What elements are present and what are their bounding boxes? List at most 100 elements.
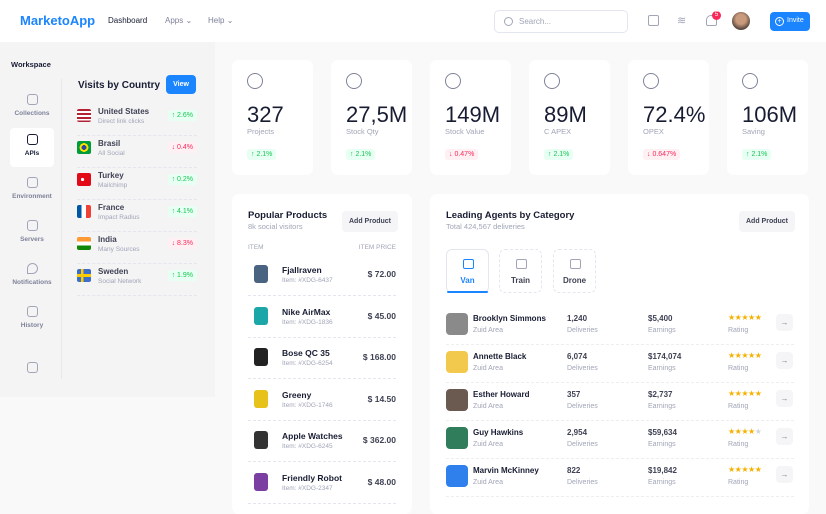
product-price: $ 72.00 (367, 269, 396, 279)
country-row[interactable]: Brasil All Social ↓ 0.4% (77, 136, 197, 168)
change-badge: ↑ 2.1% (742, 149, 772, 160)
star-icon: ★ (754, 351, 762, 360)
rating-label: Rating (728, 403, 749, 410)
star-icon: ★ (754, 313, 762, 322)
product-image (254, 306, 268, 325)
agent-earnings: $5,400 (648, 314, 673, 323)
nav-dashboard[interactable]: Dashboard (108, 16, 148, 25)
agent-avatar (446, 465, 468, 487)
arrow-right-icon[interactable]: → (776, 428, 793, 445)
add-product-button[interactable]: Add Product (739, 211, 795, 232)
tab-van[interactable]: Van (446, 249, 489, 293)
nav-apps[interactable]: Apps ⌄ (165, 16, 192, 25)
stat-card: 89M C APEX ↑ 2.1% (529, 60, 610, 175)
product-row[interactable]: Nike AirMax Item: #XDG-1836 $ 45.00 (248, 297, 396, 338)
view-button[interactable]: View (166, 75, 196, 94)
country-source: All Social (98, 150, 125, 157)
chevron-down-icon: ⌄ (185, 16, 193, 25)
change-badge: ↑ 2.1% (544, 149, 574, 160)
country-name: Brasil (98, 139, 121, 148)
sidebar-item-label: Environment (12, 193, 52, 200)
servers-icon (26, 220, 38, 231)
agent-deliveries: 2,954 (567, 428, 588, 437)
product-image (254, 472, 268, 491)
app-logo[interactable]: MarketoApp (20, 13, 96, 28)
bell-icon[interactable] (706, 15, 717, 26)
agent-deliveries: 357 (567, 390, 581, 399)
star-icon: ★ (748, 465, 755, 474)
environment-icon (26, 177, 38, 188)
star-icon: ★ (748, 351, 755, 360)
star-icon: ★ (754, 389, 762, 398)
sidebar-item-collections[interactable]: Collections (10, 88, 54, 127)
col-price: ITEM PRICE (358, 244, 396, 251)
stat-card: 149M Stock Value ↓ 0.47% (430, 60, 511, 175)
product-row[interactable]: Fjallraven Item: #XDG-6437 $ 72.00 (248, 255, 396, 296)
stat-value: 106M (742, 102, 798, 127)
country-row[interactable]: United States Direct link clicks ↑ 2.6% (77, 104, 197, 136)
country-name: United States (98, 107, 150, 116)
agent-deliveries: 822 (567, 466, 581, 475)
sidebar-item-notifications[interactable]: Notifications (10, 257, 54, 296)
star-icon: ★ (754, 465, 762, 474)
arrow-right-icon[interactable]: → (776, 390, 793, 407)
product-image (254, 389, 268, 408)
flag-icon (77, 173, 91, 186)
user-avatar[interactable] (732, 12, 750, 30)
tab-drone[interactable]: Drone (553, 249, 596, 293)
nav-help-label: Help (208, 16, 225, 25)
layers-icon[interactable]: ≋ (677, 15, 687, 27)
country-row[interactable]: France Impact Radius ↑ 4.1% (77, 200, 197, 232)
sidebar-item-apis[interactable]: APIs (10, 128, 54, 167)
tab-train[interactable]: Train (499, 249, 542, 293)
chart-icon (26, 306, 38, 317)
product-row[interactable]: Apple Watches Item: #XDG-6245 $ 362.00 (248, 421, 396, 462)
search-icon (504, 17, 513, 26)
tab-label: Train (510, 276, 531, 285)
country-row[interactable]: Turkey Mailchimp ↑ 0.2% (77, 168, 197, 200)
calendar-icon[interactable] (648, 15, 659, 26)
product-price: $ 45.00 (367, 310, 396, 321)
agents-title: Leading Agents by Category (446, 210, 575, 221)
rating-stars: ★★★★★ (728, 465, 762, 474)
rating-stars: ★★★★★ (728, 313, 762, 322)
agent-row: Esther Howard Zuid Area 357 Deliveries $… (446, 383, 794, 421)
sidebar-item-environment[interactable]: Environment (10, 171, 54, 210)
product-row[interactable]: Greeny Item: #XDG-1746 $ 14.50 (248, 380, 396, 421)
product-image (254, 431, 268, 449)
sidebar-item-servers[interactable]: Servers (10, 214, 54, 253)
rating-label: Rating (728, 327, 749, 334)
product-row[interactable]: Bose QC 35 Item: #XDG-6254 $ 168.00 (248, 338, 396, 379)
star-icon: ★ (741, 427, 749, 436)
country-row[interactable]: Sweden Social Network ↑ 1.9% (77, 264, 197, 296)
change-badge: ↑ 1.9% (167, 270, 197, 281)
stat-label: Saving (742, 127, 765, 136)
arrow-right-icon[interactable]: → (776, 466, 793, 483)
sidebar-item-history[interactable]: History (10, 300, 54, 339)
nav-help[interactable]: Help ⌄ (208, 16, 233, 25)
product-name: Friendly Robot (282, 472, 342, 483)
stat-label: C APEX (544, 127, 572, 136)
product-price: $ 14.50 (367, 393, 396, 404)
collections-icon (26, 94, 38, 105)
product-item-id: Item: #XDG-6254 (282, 360, 333, 367)
agent-row: Guy Hawkins Zuid Area 2,954 Deliveries $… (446, 421, 794, 459)
add-product-button[interactable]: Add Product (342, 211, 398, 232)
arrow-right-icon[interactable]: → (776, 314, 793, 331)
change-badge: ↓ 8.3% (167, 238, 197, 249)
arrow-right-icon[interactable]: → (776, 352, 793, 369)
product-row[interactable]: Friendly Robot Item: #XDG-2347 $ 48.00 (248, 463, 396, 504)
product-item-id: Item: #XDG-6245 (282, 443, 333, 450)
country-name: Sweden (98, 267, 129, 276)
stat-card: 327 Projects ↑ 2.1% (232, 60, 313, 175)
invite-button[interactable]: + Invite (770, 12, 810, 31)
sidebar-item-label: APIs (24, 150, 40, 157)
country-source: Social Network (98, 278, 142, 285)
sidebar-item-extra[interactable] (10, 356, 54, 395)
search-input[interactable]: Search... (494, 10, 628, 33)
products-title: Popular Products (248, 210, 328, 221)
sidebar-item-label: Servers (20, 236, 44, 243)
map-pin-icon (544, 73, 560, 89)
country-row[interactable]: India Many Sources ↓ 8.3% (77, 232, 197, 264)
star-icon: ★ (748, 427, 755, 436)
